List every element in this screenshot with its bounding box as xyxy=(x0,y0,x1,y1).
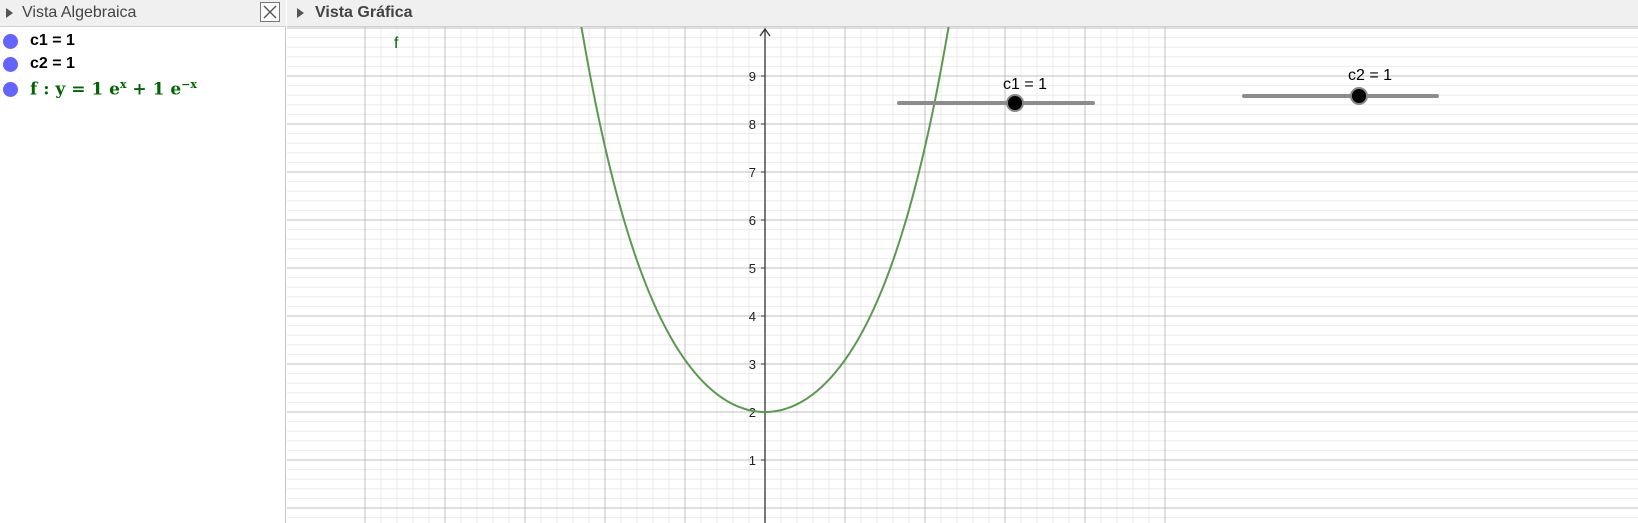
visibility-toggle-dot[interactable] xyxy=(3,82,18,97)
algebra-view-header: Vista Algebraica xyxy=(0,0,286,27)
algebra-item-c2[interactable]: c2 = 1 xyxy=(0,55,280,77)
y-tick-label: 1 xyxy=(749,453,756,468)
slider-c1[interactable]: c1 = 1 xyxy=(897,76,1095,112)
function-middle: + 1 e xyxy=(126,79,182,100)
y-axis-arrow-icon xyxy=(759,27,771,37)
y-tick-label: 9 xyxy=(749,69,756,84)
y-tick-label: 8 xyxy=(749,117,756,132)
y-tick-label: 4 xyxy=(749,309,756,324)
algebra-view-title: Vista Algebraica xyxy=(22,4,137,21)
exponent: −x xyxy=(181,78,197,91)
collapse-triangle-icon[interactable] xyxy=(6,8,13,18)
algebra-item-text: c2 = 1 xyxy=(30,55,75,72)
function-definition: f : y = 1 ex + 1 e−x xyxy=(30,78,197,100)
function-prefix: f : y = 1 e xyxy=(30,79,120,100)
algebra-item-f[interactable]: f : y = 1 ex + 1 e−x xyxy=(0,78,280,102)
graphics-view-header: Vista Gráfica xyxy=(287,0,1638,27)
major-grid xyxy=(287,27,1638,523)
axes xyxy=(759,27,771,523)
visibility-toggle-dot[interactable] xyxy=(3,34,18,49)
y-tick-label: 6 xyxy=(749,213,756,228)
y-tick-label: 7 xyxy=(749,165,756,180)
slider-handle[interactable] xyxy=(1006,94,1024,112)
visibility-toggle-dot[interactable] xyxy=(3,57,18,72)
exponent: x xyxy=(119,78,127,91)
collapse-triangle-icon[interactable] xyxy=(297,8,304,18)
function-label: f xyxy=(394,35,399,52)
y-tick-label: 5 xyxy=(749,261,756,276)
y-tick-label: 2 xyxy=(749,405,756,420)
slider-handle[interactable] xyxy=(1350,87,1368,105)
close-icon[interactable] xyxy=(260,2,280,22)
graphics-view-title: Vista Gráfica xyxy=(315,4,413,21)
y-tick-label: 3 xyxy=(749,357,756,372)
y-tick-labels: 1 2 3 4 5 6 7 8 9 xyxy=(749,69,765,468)
graphics-view-canvas[interactable]: 1 2 3 4 5 6 7 8 9 f c1 = 1 c2 = 1 xyxy=(287,27,1638,523)
slider-label: c2 = 1 xyxy=(1348,67,1392,84)
slider-c2[interactable]: c2 = 1 xyxy=(1242,67,1439,105)
algebra-view: Vista Algebraica c1 = 1 c2 = 1 f : y = 1… xyxy=(0,0,286,523)
algebra-item-text: c1 = 1 xyxy=(30,32,75,49)
algebra-item-c1[interactable]: c1 = 1 xyxy=(0,32,280,54)
slider-label: c1 = 1 xyxy=(1003,76,1047,93)
